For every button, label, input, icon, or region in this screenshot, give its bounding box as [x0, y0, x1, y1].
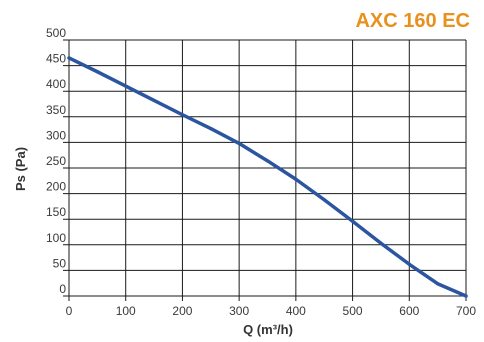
chart-title: AXC 160 EC	[355, 10, 470, 32]
series-point	[209, 126, 213, 131]
series-point	[265, 159, 270, 163]
chart-title-size: 160	[403, 10, 436, 32]
series-line	[67, 56, 468, 298]
series-point	[95, 70, 99, 74]
x-tick-label: 200	[172, 304, 192, 318]
x-axis-ticks: 0 100 200 300 400 500 600 700	[66, 304, 477, 318]
series-point	[124, 84, 128, 88]
y-tick-label: 100	[46, 231, 66, 245]
x-axis-label: Q (m³/h)	[243, 322, 293, 337]
series-point	[180, 113, 185, 117]
x-tick-label: 100	[116, 304, 136, 318]
x-tick-label: 700	[456, 304, 476, 318]
x-tick-label: 0	[66, 304, 73, 318]
series-point	[464, 294, 468, 298]
chart-title-prefix: AXC	[355, 10, 403, 32]
series-layer	[67, 56, 468, 298]
y-axis-label: Ps (Pa)	[13, 147, 28, 191]
y-tick-label: 200	[46, 180, 66, 194]
y-tick-label: 300	[46, 128, 66, 142]
y-tick-label: 450	[46, 52, 66, 66]
y-axis-ticks: 0 50 100 150 200 250 300 350 400 450 500	[46, 26, 66, 296]
grid	[63, 39, 467, 301]
y-tick-label: 500	[46, 26, 66, 40]
y-tick-label: 250	[46, 154, 66, 168]
x-tick-label: 500	[343, 304, 363, 318]
series-point	[436, 282, 440, 286]
y-tick-label: 350	[46, 103, 66, 117]
chart-title-suffix: EC	[437, 10, 470, 32]
y-tick-label: 150	[46, 205, 66, 219]
series-point	[67, 56, 71, 60]
y-tick-label: 400	[46, 77, 66, 91]
x-tick-label: 600	[399, 304, 419, 318]
series-point	[152, 98, 156, 103]
series-point	[294, 177, 298, 181]
series-point	[322, 198, 326, 202]
series-point	[350, 219, 355, 223]
series-point	[237, 141, 241, 146]
y-tick-label: 0	[59, 282, 66, 296]
x-tick-label: 300	[229, 304, 249, 318]
series-point	[379, 241, 383, 245]
series-point	[407, 262, 411, 266]
y-tick-label: 50	[53, 256, 67, 270]
x-tick-label: 400	[286, 304, 306, 318]
